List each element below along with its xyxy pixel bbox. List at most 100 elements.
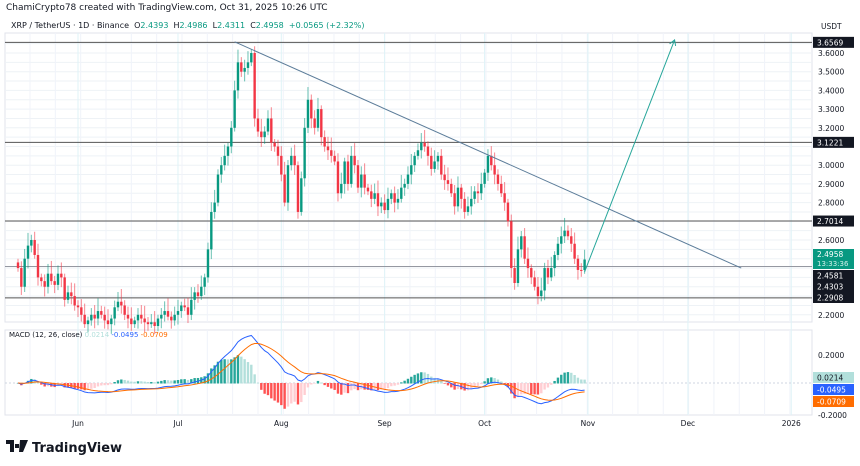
macd-histogram-bar <box>303 383 306 395</box>
price-pane-frame <box>4 32 813 323</box>
x-tick-label: Sep <box>378 419 392 428</box>
macd-histogram-bar <box>406 378 410 384</box>
macd-histogram-bar <box>463 383 466 391</box>
candle-body <box>60 273 63 278</box>
candle-body <box>383 202 386 211</box>
signal-line <box>17 342 585 401</box>
candle-body <box>570 236 573 244</box>
candle-body <box>93 314 96 319</box>
candle-body <box>440 155 443 175</box>
candle-body <box>106 320 110 325</box>
macd-histogram-bar <box>90 383 93 389</box>
candle-body <box>396 198 400 203</box>
candle-body <box>566 230 570 237</box>
macd-legend[interactable]: MACD (12, 26, close) 0.0214 -0.0495 -0.0… <box>9 331 168 339</box>
macd-histogram-bar <box>253 374 256 384</box>
macd-histogram-bar <box>176 379 180 384</box>
macd-histogram-bar <box>210 368 213 384</box>
candle-body <box>130 318 133 325</box>
macd-histogram-bar <box>560 374 563 384</box>
candle-body <box>53 281 56 285</box>
macd-histogram-bar <box>563 372 566 384</box>
macd-histogram-bar <box>343 383 346 393</box>
candle-body <box>346 161 350 184</box>
macd-histogram-bar <box>76 383 80 389</box>
macd-histogram-bar <box>476 383 480 387</box>
macd-histogram-bar <box>376 383 380 391</box>
level-label: 3.1221 <box>817 138 843 147</box>
macd-histogram-bar <box>333 383 336 390</box>
candle-body <box>513 268 516 284</box>
candle-body <box>410 165 413 175</box>
macd-histogram-bar <box>363 383 366 390</box>
macd-histogram-bar <box>190 379 193 384</box>
candle-body <box>190 299 193 315</box>
candle-body <box>23 258 26 287</box>
high-value: 2.4986 <box>179 21 208 30</box>
candle-body <box>300 178 303 212</box>
macd-histogram-bar <box>156 381 160 384</box>
candle-body <box>500 183 503 194</box>
candle-body <box>153 322 156 327</box>
macd-histogram-bar <box>330 383 333 389</box>
macd-histogram-bar <box>513 383 516 399</box>
candle-body <box>196 292 200 297</box>
macd-histogram-bar <box>486 378 490 384</box>
macd-histogram-bar <box>413 374 416 384</box>
candle-body <box>543 268 546 291</box>
candle-body <box>536 286 540 297</box>
last-price-box <box>813 249 854 269</box>
macd-histogram-bar <box>173 380 176 384</box>
candle-body <box>126 314 130 319</box>
candle-body <box>510 221 513 269</box>
candle-body <box>350 155 353 184</box>
candle-body <box>30 240 33 246</box>
candle-body <box>160 314 163 319</box>
candle-body <box>103 314 106 321</box>
macd-histogram-bar <box>280 383 283 406</box>
chart-credit: ChamiCrypto78 created with TradingView.c… <box>6 3 328 13</box>
level-label-box <box>813 292 854 303</box>
macd-histogram-bar <box>313 383 316 384</box>
macd-histogram-bar <box>390 383 393 387</box>
macd-histogram-bar <box>310 383 313 385</box>
level-label: 3.6569 <box>817 38 843 47</box>
macd-histogram-bar <box>416 373 420 384</box>
candle-body <box>336 161 340 194</box>
macd-histogram-bar <box>316 380 320 384</box>
macd-histogram-bar <box>270 383 273 399</box>
macd-histogram-bar <box>163 380 166 384</box>
candle-body <box>490 155 493 166</box>
level-label: 2.4581 <box>817 272 843 281</box>
macd-histogram-bar <box>40 383 43 385</box>
candle-body <box>303 127 306 179</box>
candle-body <box>356 165 360 188</box>
macd-histogram-bar <box>403 380 406 384</box>
candle-body <box>553 254 556 269</box>
macd-histogram-bar <box>423 372 426 384</box>
y-tick-label: 2.9000 <box>818 180 844 189</box>
candle-body <box>123 305 126 315</box>
candle-body <box>26 245 30 259</box>
macd-histogram-bar <box>43 383 46 387</box>
y-tick-label: 3.0000 <box>818 161 844 170</box>
candle-body <box>33 240 36 255</box>
macd-histogram-bar <box>526 383 530 395</box>
macd-histogram-bar <box>96 383 100 387</box>
macd-histogram-bar <box>473 383 476 388</box>
candle-body <box>163 311 166 315</box>
macd-histogram-bar <box>500 381 503 384</box>
tradingview-logo[interactable]: TradingView <box>6 440 122 456</box>
candle-body <box>426 146 430 156</box>
change-value: +0.0565 (+2.32%) <box>288 21 365 30</box>
macd-histogram-bar <box>236 355 240 384</box>
y-tick-label: 2.2000 <box>818 311 844 320</box>
candle-body <box>523 236 526 259</box>
candle-body <box>443 174 446 181</box>
macd-histogram-bar <box>246 362 250 384</box>
candle-body <box>63 277 66 300</box>
macd-histogram-bar <box>386 383 390 389</box>
macd-histogram-bar <box>410 376 413 384</box>
symbol-legend[interactable]: XRP / TetherUS · 1D · Binance O2.4393 H2… <box>11 21 364 30</box>
